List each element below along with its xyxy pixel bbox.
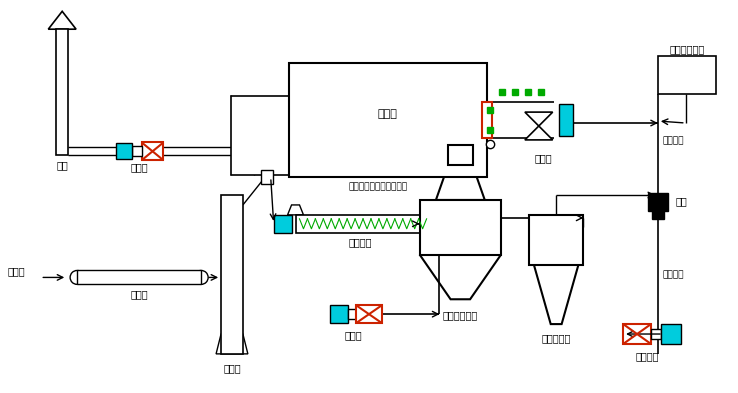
Bar bbox=[331, 305, 348, 323]
Text: 料仓来: 料仓来 bbox=[7, 266, 25, 276]
Bar bbox=[348, 309, 356, 319]
Text: 烟囱: 烟囱 bbox=[56, 160, 68, 170]
Circle shape bbox=[70, 270, 84, 285]
Bar bbox=[482, 102, 492, 138]
Bar bbox=[295, 215, 424, 233]
Text: 蓄热式高温空气燃烧系统: 蓄热式高温空气燃烧系统 bbox=[348, 183, 407, 191]
Text: 送料机: 送料机 bbox=[131, 289, 148, 299]
Bar bbox=[221, 195, 243, 354]
Bar bbox=[420, 200, 501, 255]
Bar bbox=[77, 270, 201, 285]
Text: 斗提机: 斗提机 bbox=[223, 363, 241, 373]
Text: 燃气管道: 燃气管道 bbox=[663, 136, 684, 145]
Polygon shape bbox=[288, 205, 303, 215]
Polygon shape bbox=[525, 112, 553, 126]
Bar bbox=[652, 211, 664, 219]
Bar bbox=[231, 96, 289, 175]
Text: 熔铝炉: 熔铝炉 bbox=[378, 109, 398, 119]
Bar bbox=[289, 63, 487, 177]
Bar bbox=[56, 29, 68, 155]
Bar bbox=[131, 146, 142, 156]
Text: 高温风机: 高温风机 bbox=[635, 351, 659, 361]
Polygon shape bbox=[525, 126, 553, 140]
Polygon shape bbox=[534, 264, 579, 324]
Bar bbox=[274, 215, 292, 233]
Bar bbox=[116, 143, 131, 159]
Polygon shape bbox=[48, 11, 76, 29]
Text: 生物质气化炉: 生物质气化炉 bbox=[443, 310, 478, 320]
Bar bbox=[356, 305, 382, 323]
Bar bbox=[142, 142, 163, 160]
Bar bbox=[559, 104, 573, 136]
Bar bbox=[529, 215, 584, 264]
Bar bbox=[448, 145, 472, 165]
Polygon shape bbox=[216, 334, 248, 354]
Bar bbox=[661, 324, 680, 344]
Bar bbox=[623, 324, 651, 344]
Text: 备用燃油系统: 备用燃油系统 bbox=[669, 44, 704, 54]
Bar bbox=[261, 170, 272, 184]
Text: 盘阀: 盘阀 bbox=[676, 196, 688, 206]
Text: 燃烧器: 燃烧器 bbox=[535, 153, 553, 163]
Bar bbox=[648, 193, 668, 211]
Text: 引风机: 引风机 bbox=[131, 162, 148, 172]
Polygon shape bbox=[420, 255, 501, 299]
Circle shape bbox=[194, 270, 208, 285]
Polygon shape bbox=[436, 165, 485, 200]
Text: 燃气管道: 燃气管道 bbox=[663, 270, 684, 279]
Text: 鼓风机: 鼓风机 bbox=[345, 330, 362, 340]
Text: 旋风除尘器: 旋风除尘器 bbox=[542, 333, 571, 343]
Bar bbox=[651, 329, 661, 339]
Text: 进料螺旋: 进料螺旋 bbox=[348, 238, 372, 248]
Bar bbox=[658, 56, 716, 94]
